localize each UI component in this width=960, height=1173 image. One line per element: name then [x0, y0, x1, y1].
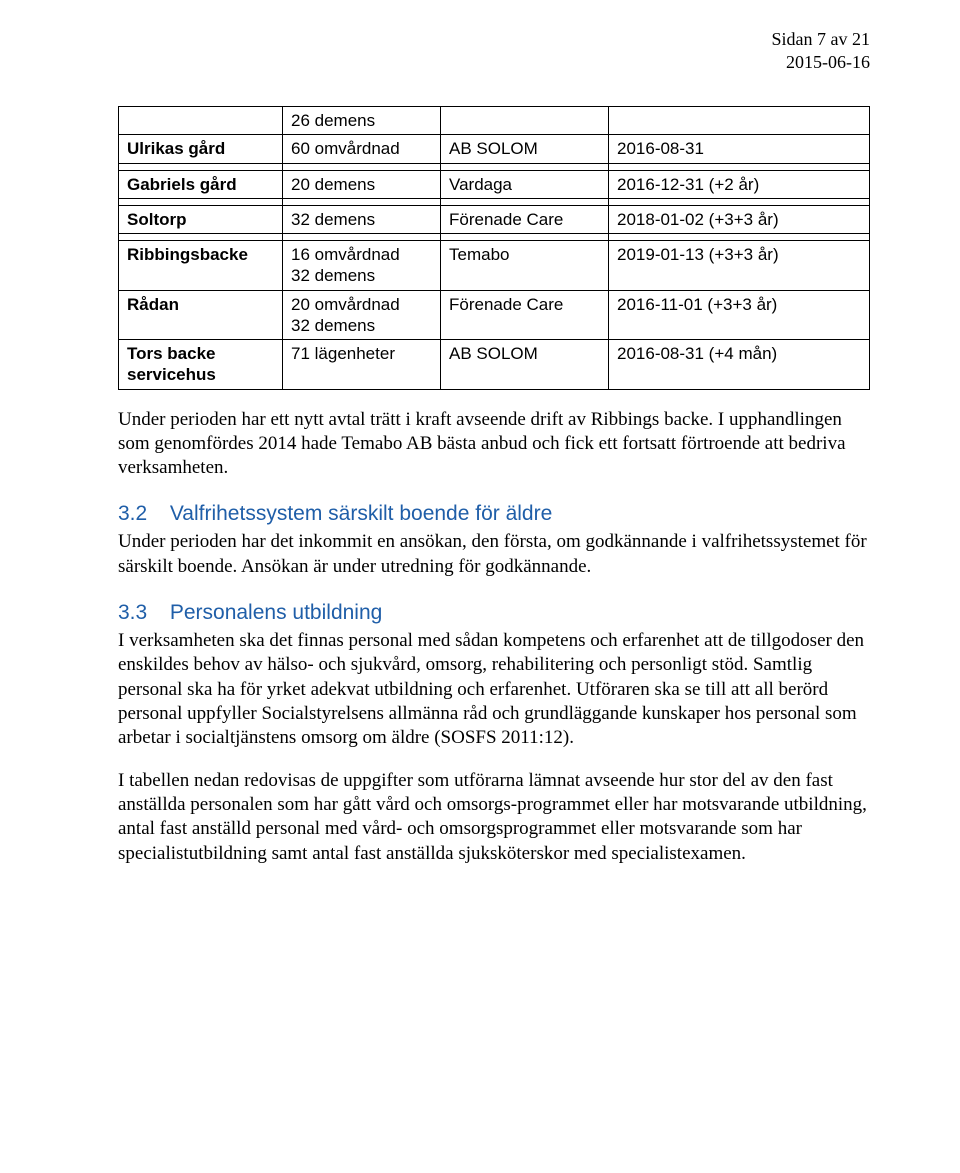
table-row: Gabriels gård20 demensVardaga2016-12-31 …: [119, 170, 870, 198]
section-heading-3-3: 3.3 Personalens utbildning: [118, 601, 870, 625]
table-cell: 2016-11-01 (+3+3 år): [609, 290, 870, 340]
page-date: 2015-06-16: [772, 51, 871, 74]
facilities-table: 26 demensUlrikas gård60 omvårdnadAB SOLO…: [118, 106, 870, 390]
facilities-table-body: 26 demensUlrikas gård60 omvårdnadAB SOLO…: [119, 107, 870, 390]
paragraph: Under perioden har det inkommit en ansök…: [118, 530, 870, 579]
paragraph: I verksamheten ska det finnas personal m…: [118, 629, 870, 751]
table-row: Tors backeservicehus71 lägenheterAB SOLO…: [119, 340, 870, 390]
table-cell: 2016-08-31: [609, 135, 870, 163]
table-cell: Soltorp: [119, 205, 283, 233]
table-cell: 20 omvårdnad32 demens: [283, 290, 441, 340]
section-title: Personalens utbildning: [170, 601, 382, 624]
table-cell: [283, 234, 441, 241]
table-cell: Gabriels gård: [119, 170, 283, 198]
table-cell: [283, 163, 441, 170]
table-row: Ribbingsbacke16 omvårdnad32 demensTemabo…: [119, 241, 870, 291]
section-number: 3.2: [118, 502, 164, 526]
table-cell: [119, 234, 283, 241]
table-cell: [119, 107, 283, 135]
table-cell: 2018-01-02 (+3+3 år): [609, 205, 870, 233]
page: Sidan 7 av 21 2015-06-16 26 demensUlrika…: [0, 0, 960, 1173]
table-cell: 71 lägenheter: [283, 340, 441, 390]
table-cell: [441, 198, 609, 205]
table-row: [119, 234, 870, 241]
table-cell: 32 demens: [283, 205, 441, 233]
table-cell: Förenade Care: [441, 205, 609, 233]
section-title: Valfrihetssystem särskilt boende för äld…: [170, 502, 552, 525]
table-cell: [441, 234, 609, 241]
section-number: 3.3: [118, 601, 164, 625]
table-cell: AB SOLOM: [441, 135, 609, 163]
table-cell: Förenade Care: [441, 290, 609, 340]
table-cell: [283, 198, 441, 205]
table-cell: 26 demens: [283, 107, 441, 135]
table-cell: Tors backeservicehus: [119, 340, 283, 390]
table-cell: [441, 107, 609, 135]
table-row: Rådan20 omvårdnad32 demensFörenade Care2…: [119, 290, 870, 340]
table-row: 26 demens: [119, 107, 870, 135]
table-cell: Ulrikas gård: [119, 135, 283, 163]
table-cell: [441, 163, 609, 170]
table-row: [119, 198, 870, 205]
paragraph: I tabellen nedan redovisas de uppgifter …: [118, 769, 870, 866]
table-cell: Rådan: [119, 290, 283, 340]
table-cell: 2019-01-13 (+3+3 år): [609, 241, 870, 291]
table-cell: [609, 163, 870, 170]
page-header: Sidan 7 av 21 2015-06-16: [772, 28, 871, 73]
table-cell: 20 demens: [283, 170, 441, 198]
table-cell: 2016-08-31 (+4 mån): [609, 340, 870, 390]
table-cell: [609, 107, 870, 135]
table-row: [119, 163, 870, 170]
table-row: Soltorp32 demensFörenade Care2018-01-02 …: [119, 205, 870, 233]
table-cell: [119, 163, 283, 170]
table-cell: [609, 198, 870, 205]
table-cell: [119, 198, 283, 205]
paragraph: Under perioden har ett nytt avtal trätt …: [118, 408, 870, 481]
table-cell: 2016-12-31 (+2 år): [609, 170, 870, 198]
table-cell: Vardaga: [441, 170, 609, 198]
section-heading-3-2: 3.2 Valfrihetssystem särskilt boende för…: [118, 502, 870, 526]
table-row: Ulrikas gård60 omvårdnadAB SOLOM2016-08-…: [119, 135, 870, 163]
table-cell: [609, 234, 870, 241]
table-cell: Ribbingsbacke: [119, 241, 283, 291]
table-cell: AB SOLOM: [441, 340, 609, 390]
table-cell: 60 omvårdnad: [283, 135, 441, 163]
page-number: Sidan 7 av 21: [772, 28, 871, 51]
table-cell: Temabo: [441, 241, 609, 291]
table-cell: 16 omvårdnad32 demens: [283, 241, 441, 291]
